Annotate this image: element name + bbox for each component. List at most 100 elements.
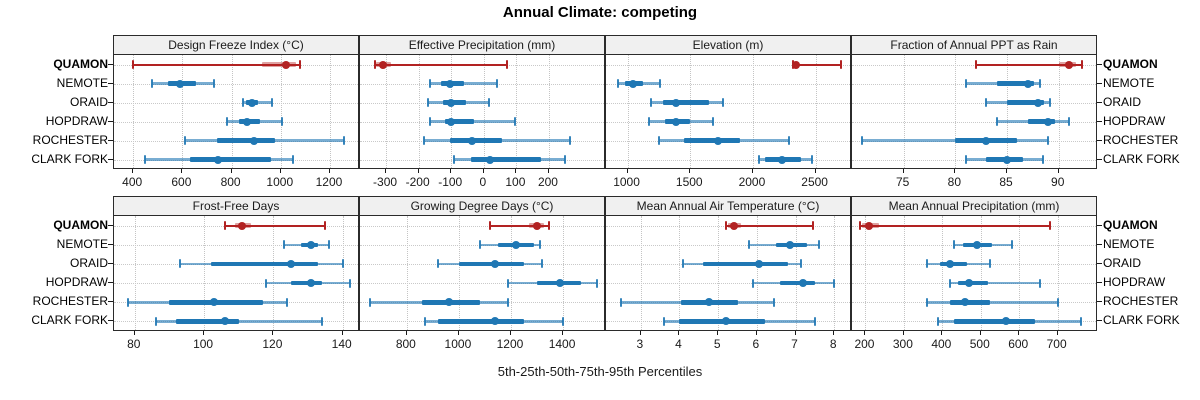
gridline-vertical bbox=[795, 216, 797, 330]
axis-tick bbox=[902, 331, 904, 335]
whisker-endcap bbox=[505, 60, 508, 69]
gridline-vertical bbox=[548, 55, 550, 168]
whisker-endcap bbox=[281, 117, 284, 126]
whisker-endcap bbox=[569, 136, 572, 145]
row-tick-right bbox=[1097, 301, 1102, 303]
gridline-vertical bbox=[182, 55, 184, 168]
whisker-endcap bbox=[861, 136, 864, 145]
gridline-vertical bbox=[386, 55, 388, 168]
axis-tick bbox=[639, 331, 641, 335]
gridline-horizontal bbox=[606, 64, 850, 66]
station-label-right: QUAMON bbox=[1103, 217, 1158, 232]
axis-tick-label: 1000 bbox=[444, 337, 472, 351]
axis-tick-label: 80 bbox=[947, 175, 962, 189]
axis-tick bbox=[230, 169, 232, 173]
axis-tick-label: 90 bbox=[1051, 175, 1065, 189]
panel-header: Effective Precipitation (mm) bbox=[359, 35, 605, 55]
gridline-vertical bbox=[640, 216, 642, 330]
gridline-vertical bbox=[134, 216, 136, 330]
gridline-horizontal bbox=[606, 283, 850, 285]
interquartile-bar bbox=[444, 119, 475, 124]
axis-tick bbox=[385, 169, 387, 173]
row-tick-right bbox=[1097, 120, 1102, 122]
axis-tick-label: 300 bbox=[892, 337, 913, 351]
axis-tick-label: 6 bbox=[752, 337, 760, 351]
median-dot bbox=[965, 279, 974, 288]
whisker-endcap bbox=[758, 155, 761, 164]
gridline-vertical bbox=[563, 216, 565, 330]
whisker-endcap bbox=[751, 278, 754, 288]
axis-tick bbox=[181, 169, 183, 173]
interquartile-bar bbox=[950, 300, 991, 305]
whisker-endcap bbox=[817, 240, 820, 250]
median-dot bbox=[754, 259, 763, 268]
station-label-right: NEMOTE bbox=[1103, 75, 1155, 90]
axis-tick bbox=[794, 331, 796, 335]
whisker-endcap bbox=[975, 60, 978, 69]
interquartile-bar bbox=[996, 81, 1034, 86]
gridline-vertical bbox=[1058, 55, 1060, 168]
axis-tick bbox=[547, 169, 549, 173]
median-dot bbox=[982, 136, 991, 145]
station-label-right: CLARK FORK bbox=[1103, 313, 1180, 328]
median-dot bbox=[1001, 317, 1010, 326]
median-dot bbox=[445, 79, 454, 88]
row-tick-right bbox=[1097, 158, 1102, 160]
gridline-vertical bbox=[1007, 55, 1009, 168]
gridline-vertical bbox=[204, 216, 206, 330]
whisker-endcap bbox=[788, 136, 791, 145]
whisker-endcap bbox=[989, 259, 992, 269]
percentile-whisker bbox=[950, 281, 1041, 285]
whisker-endcap bbox=[595, 278, 598, 288]
row-tick-right bbox=[1097, 63, 1102, 65]
axis-tick-label: -300 bbox=[373, 175, 398, 189]
axis-tick bbox=[272, 331, 274, 335]
axis-tick bbox=[515, 169, 517, 173]
gridline-vertical bbox=[510, 216, 512, 330]
whisker-endcap bbox=[513, 117, 516, 126]
interquartile-bar bbox=[953, 319, 1035, 324]
whisker-endcap bbox=[489, 221, 492, 231]
axis-tick-label: 600 bbox=[1008, 337, 1029, 351]
station-label-left: NEMOTE bbox=[56, 236, 108, 251]
station-label-right: ROCHESTER bbox=[1103, 132, 1179, 147]
station-label-left: CLARK FORK bbox=[31, 151, 108, 166]
whisker-endcap bbox=[748, 240, 751, 250]
median-dot bbox=[1034, 98, 1043, 107]
row-tick-right bbox=[1097, 243, 1102, 245]
median-dot bbox=[281, 60, 290, 69]
whisker-endcap bbox=[507, 278, 510, 288]
whisker-endcap bbox=[937, 316, 940, 326]
whisker-endcap bbox=[184, 136, 187, 145]
interquartile-bar bbox=[702, 261, 788, 267]
station-label-right: HOPDRAW bbox=[1103, 113, 1166, 128]
axis-tick-label: 7 bbox=[791, 337, 798, 351]
median-dot bbox=[628, 79, 637, 88]
station-label-left: QUAMON bbox=[53, 56, 108, 71]
row-tick-left bbox=[108, 63, 113, 65]
axis-tick bbox=[482, 169, 484, 173]
axis-tick-label: 400 bbox=[122, 175, 143, 189]
median-dot bbox=[307, 240, 316, 249]
axis-tick-label: 400 bbox=[931, 337, 952, 351]
gridline-vertical bbox=[418, 55, 420, 168]
row-tick-right bbox=[1097, 101, 1102, 103]
median-dot bbox=[175, 79, 184, 88]
row-tick-right bbox=[1097, 262, 1102, 264]
whisker-endcap bbox=[427, 98, 430, 107]
median-dot bbox=[946, 259, 955, 268]
whisker-endcap bbox=[1048, 221, 1051, 231]
axis-tick bbox=[509, 331, 511, 335]
whisker-endcap bbox=[650, 98, 653, 107]
interquartile-bar bbox=[216, 138, 275, 143]
interquartile-bar bbox=[290, 280, 322, 286]
gridline-vertical bbox=[516, 55, 518, 168]
median-dot bbox=[491, 259, 500, 268]
median-dot bbox=[672, 98, 681, 107]
whisker-endcap bbox=[682, 259, 685, 269]
median-dot bbox=[1044, 117, 1053, 126]
row-tick-left bbox=[108, 262, 113, 264]
whisker-endcap bbox=[422, 136, 425, 145]
whisker-endcap bbox=[223, 221, 226, 231]
whisker-endcap bbox=[150, 79, 153, 88]
